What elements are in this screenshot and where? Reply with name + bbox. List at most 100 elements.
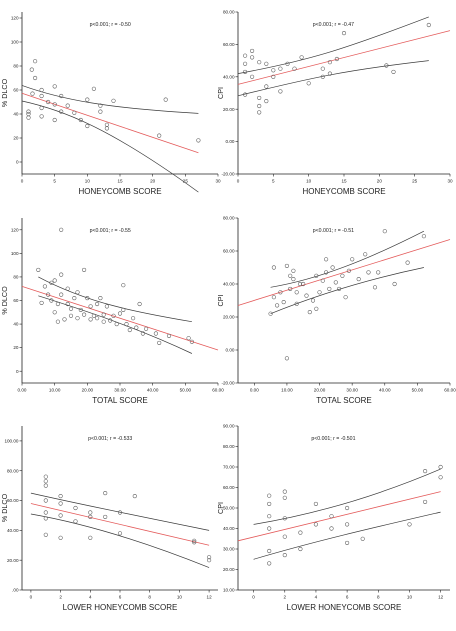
data-point [26,111,31,117]
y-axis-label: CPI [216,87,225,99]
data-point [59,227,64,232]
data-point [43,498,48,503]
data-point [52,102,57,107]
data-point [382,229,387,234]
data-point [39,114,44,119]
data-point [250,48,255,53]
data-point [294,290,299,295]
data-point [46,292,51,297]
y-tick-label: 0.00 [226,139,235,144]
data-point [192,538,197,543]
y-tick-label: 20 [13,136,19,141]
y-tick-label: 30.00 [223,547,235,552]
y-tick-label: 80.00 [7,468,19,473]
data-point [329,526,334,531]
data-point [301,281,306,287]
ci-lower-line [38,295,193,354]
data-point [345,505,350,511]
x-tick-label: 5 [53,179,56,184]
regression-line [237,30,451,85]
data-point [243,92,248,97]
data-point [95,301,100,307]
data-point [33,59,38,64]
data-point [250,74,255,79]
correlation-annotation: p<0.001; r = -0.47 [313,22,354,28]
data-point [313,501,318,506]
data-point [243,61,248,66]
x-tick-label: 10 [306,179,312,184]
data-point [317,290,322,295]
data-point [320,278,325,283]
data-point [334,56,339,62]
data-point [307,310,312,315]
data-point [88,535,93,540]
ci-upper-line [38,276,192,323]
chart-panel-6: 0 2 4 6 8 10 12 10.00 20.00 30.00 40.00 50.00 60.00 7… [216,424,450,612]
data-point [267,526,272,531]
data-point [39,93,44,99]
data-point [271,74,276,79]
data-point [49,298,54,303]
data-point [43,479,48,484]
data-point [343,295,348,300]
data-point [330,265,335,270]
y-tick-label: 10.00 [223,588,235,593]
x-tick-label: 8 [377,595,380,600]
data-point [72,296,77,301]
data-point [257,103,262,109]
data-point [134,325,139,330]
data-point [88,514,93,519]
data-point [85,123,90,129]
data-point [299,55,304,60]
chart-panel-3: 0.00 10.00 20.00 30.00 40.00 50.00 60.00 0 20 40 6… [0,218,224,405]
data-point [320,66,325,71]
data-point [157,133,162,138]
data-point [356,277,361,282]
regression-line [237,491,441,542]
data-point [313,522,318,527]
data-point [121,283,126,288]
data-point [257,110,262,115]
data-point [55,301,60,307]
y-tick-label: 20 [13,345,19,350]
y-tick-label: 40.00 [7,528,19,533]
data-point [43,474,48,479]
y-tick-label: 100.00 [4,439,18,444]
data-point [288,286,293,291]
data-point [186,336,191,341]
data-point [405,260,410,265]
data-point [288,273,293,278]
data-point [73,505,78,511]
data-point [88,304,93,309]
y-tick-label: 60.00 [223,249,235,254]
data-point [341,31,347,36]
data-point [39,87,44,93]
data-point [257,60,262,65]
data-point [282,516,287,521]
data-point [39,300,44,305]
data-point [101,319,106,324]
data-point [52,278,57,283]
y-tick-label: 80.00 [223,444,235,449]
regression-line [237,239,451,306]
data-point [33,75,38,81]
data-point [250,55,255,60]
data-point [271,265,276,270]
x-tick-label: 15 [117,179,123,184]
data-point [337,286,342,291]
data-point [267,548,272,554]
x-tick-label: 50.00 [412,388,424,393]
y-tick-label: 20.00 [223,567,235,572]
data-point [423,469,428,474]
data-point [267,501,272,506]
data-point [127,327,132,333]
data-point [426,22,431,28]
data-point [73,519,78,524]
data-point [55,319,60,324]
y-tick-label: 100 [11,251,19,256]
x-tick-label: 40.00 [147,388,159,393]
data-point [267,514,272,519]
data-point [157,340,162,345]
data-point [271,68,276,73]
data-point [104,304,109,309]
